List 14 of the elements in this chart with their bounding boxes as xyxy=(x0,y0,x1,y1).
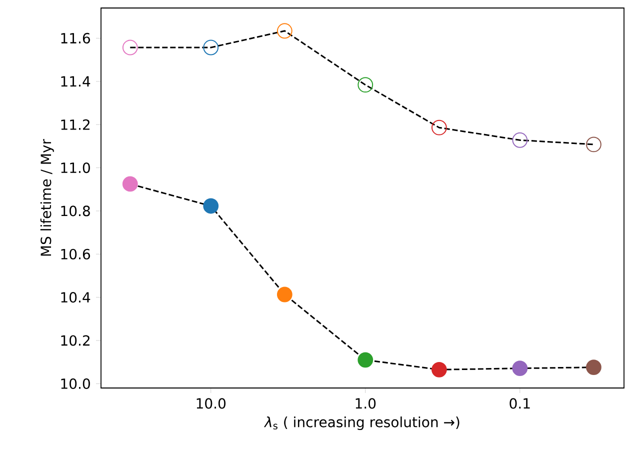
y-tick-label: 10.4 xyxy=(61,292,90,303)
y-tick-label: 11.0 xyxy=(61,162,90,174)
x-tick-label: 0.1 xyxy=(510,398,530,409)
x-tick-label: 1.0 xyxy=(356,398,376,409)
y-tick-label: 11.4 xyxy=(61,76,90,87)
y-tick-label: 10.2 xyxy=(61,335,90,346)
y-tick-label: 10.0 xyxy=(61,378,90,389)
y-axis-title: MS lifetime / Myr xyxy=(40,138,54,256)
y-tick-label: 11.2 xyxy=(61,119,90,130)
x-axis-title: λ$_{s}$ ( increasing resolution →) xyxy=(264,416,460,430)
y-tick-label: 10.6 xyxy=(61,248,90,260)
x-tick-label: 10.0 xyxy=(196,398,226,409)
y-tick-label: 11.6 xyxy=(61,32,90,44)
y-tick-label: 10.8 xyxy=(61,206,90,216)
